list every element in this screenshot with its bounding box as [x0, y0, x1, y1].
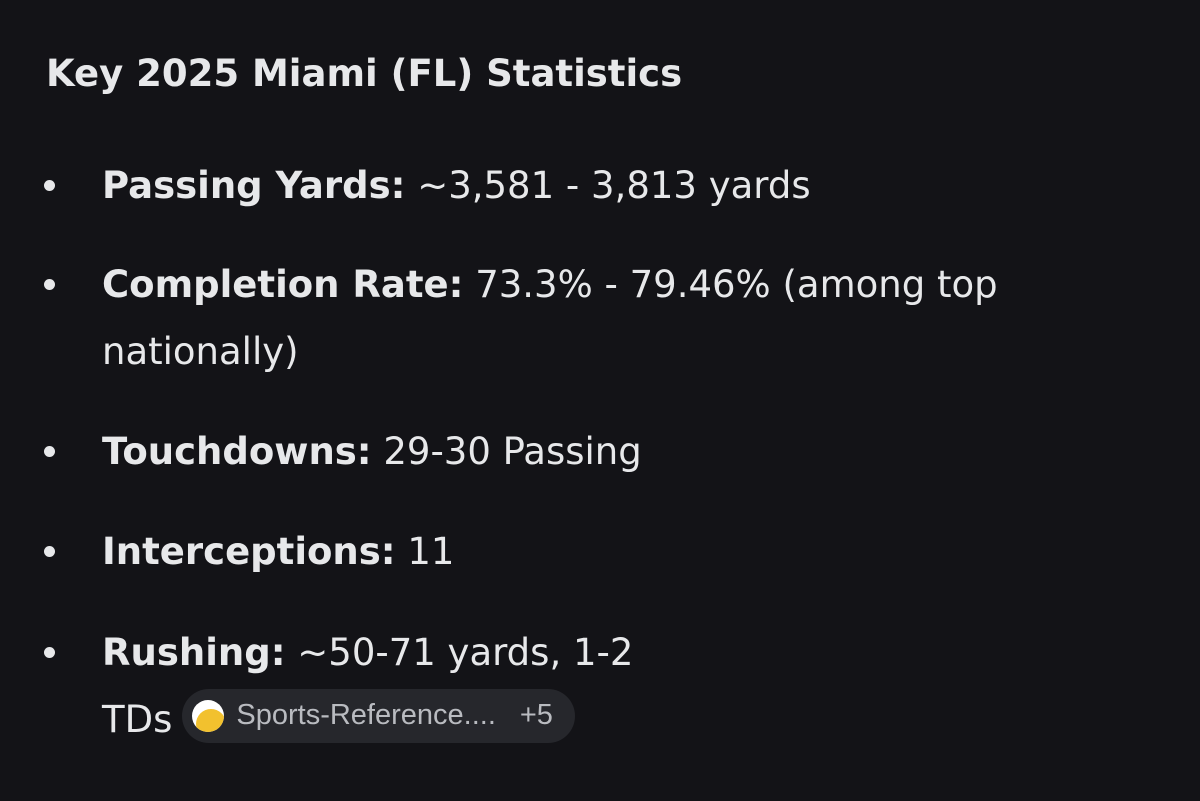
stat-passing-yards: Passing Yards: ~3,581 - 3,813 yards — [44, 152, 1082, 219]
stat-completion-rate: Completion Rate: 73.3% - 79.46% (among t… — [44, 251, 1082, 385]
source-chip-name: Sports-Reference.... — [236, 699, 496, 731]
bullet-icon — [44, 446, 55, 457]
stat-interceptions: Interceptions: 11 — [44, 518, 1082, 585]
stat-value: 11 — [395, 530, 455, 573]
stat-label: Completion Rate: — [102, 263, 464, 306]
stat-label: Touchdowns: — [102, 430, 372, 473]
section-heading: Key 2025 Miami (FL) Statistics — [46, 52, 683, 95]
stat-value: ~3,581 - 3,813 yards — [405, 164, 811, 207]
source-chip-count: +5 — [519, 699, 553, 731]
stat-rushing: Rushing: ~50-71 yards, 1-2 TDs Sports-Ref… — [44, 619, 662, 753]
source-chip[interactable]: Sports-Reference.... +5 — [182, 688, 575, 743]
stat-label: Interceptions: — [102, 530, 396, 573]
stat-label: Passing Yards: — [102, 164, 406, 207]
stat-value: 73.3% - 79.46% (among top nationally) — [102, 263, 998, 373]
stat-value: ~50-71 yards, 1-2 TDs — [102, 631, 634, 741]
stat-value: 29-30 Passing — [371, 430, 642, 473]
bullet-icon — [44, 279, 55, 290]
bullet-icon — [44, 180, 55, 191]
source-favicon-icon — [192, 699, 225, 732]
bullet-icon — [44, 546, 55, 557]
stat-touchdowns: Touchdowns: 29-30 Passing — [44, 418, 1082, 485]
stat-label: Rushing: — [102, 631, 286, 674]
bullet-icon — [44, 647, 55, 658]
